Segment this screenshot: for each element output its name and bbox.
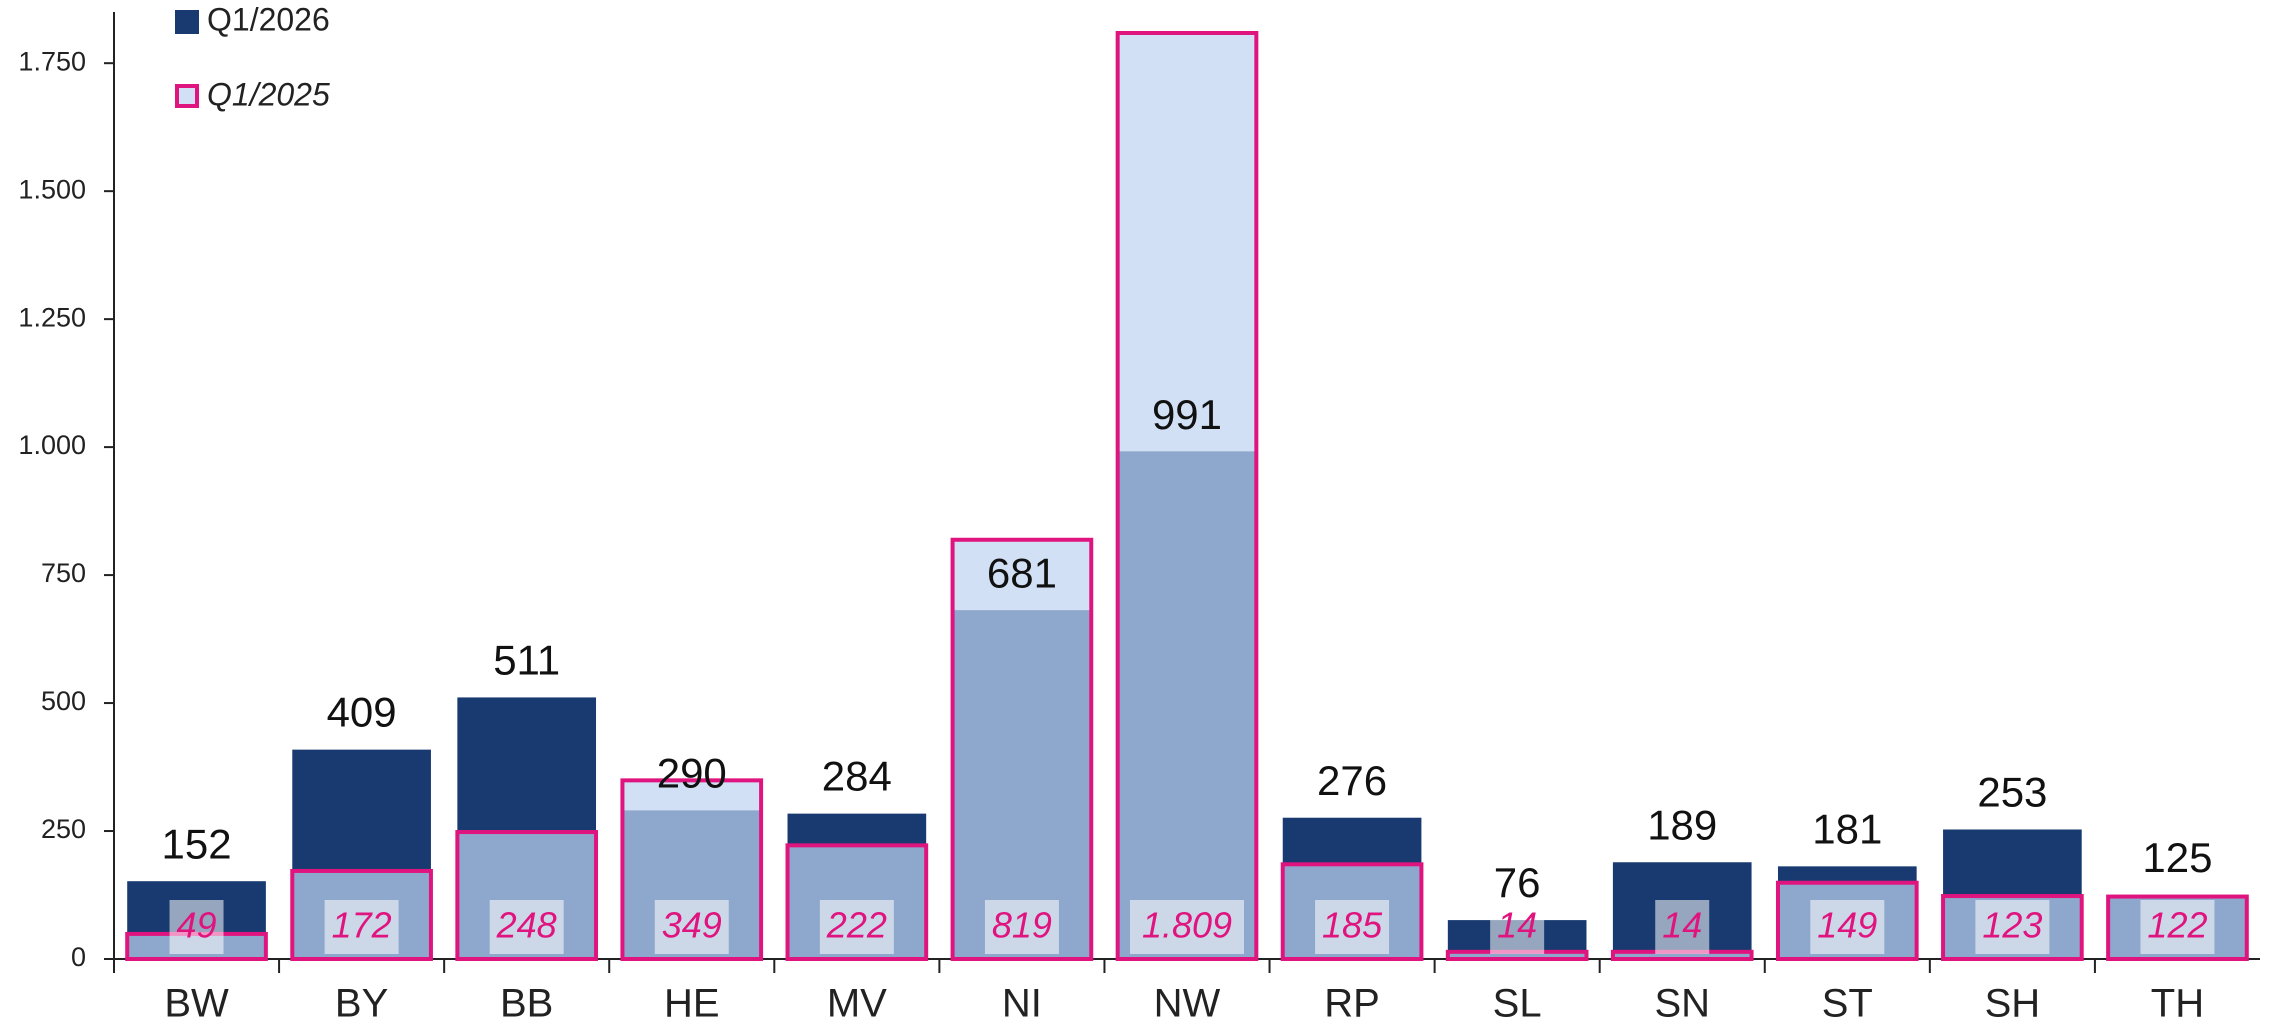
value-label-q1-2026: 125 — [2142, 834, 2212, 881]
value-label-box — [984, 900, 1059, 954]
bar-outline-q1-2025 — [1775, 880, 1919, 961]
y-tick-label: 1.750 — [18, 46, 86, 76]
value-label-q1-2025: 49 — [177, 905, 217, 946]
bar-outline-q1-2025 — [1115, 30, 1259, 962]
value-label-q1-2025: 1.809 — [1142, 905, 1232, 946]
x-tick-label: BY — [335, 982, 388, 1026]
value-label-box — [1810, 900, 1885, 954]
value-label-q1-2026: 681 — [987, 549, 1057, 596]
bar-outline-q1-2025 — [1280, 862, 1424, 961]
x-tick-label: RP — [1324, 982, 1380, 1026]
value-label-q1-2025: 819 — [992, 905, 1052, 946]
value-label-q1-2025: 172 — [332, 905, 392, 946]
value-label-box — [1130, 900, 1244, 954]
value-label-q1-2026: 76 — [1494, 859, 1541, 906]
bar-outline-q1-2025 — [785, 843, 929, 961]
value-label-box — [1975, 900, 2050, 954]
bar-outline-q1-2025 — [455, 830, 599, 961]
value-label-box — [819, 900, 894, 954]
y-tick-label: 1.250 — [18, 302, 86, 332]
legend-label: Q1/2025 — [207, 76, 330, 112]
y-tick-label: 1.500 — [18, 174, 86, 204]
x-tick-label: NW — [1154, 982, 1221, 1026]
value-label-q1-2026: 181 — [1812, 805, 1882, 852]
value-label-box — [1315, 900, 1390, 954]
bar-outline-q1-2025 — [290, 868, 433, 961]
bar-outline-q1-2025 — [1941, 894, 2084, 961]
x-tick-label: ST — [1822, 982, 1873, 1026]
value-label-q1-2025: 248 — [496, 905, 557, 946]
value-label-q1-2026: 511 — [493, 637, 560, 684]
value-label-q1-2025: 185 — [1322, 905, 1383, 946]
legend-label: Q1/2026 — [207, 1, 330, 37]
x-tick-label: SN — [1654, 982, 1710, 1026]
value-label-q1-2025: 14 — [1497, 905, 1537, 946]
value-label-q1-2026: 284 — [822, 753, 892, 800]
y-tick-label: 250 — [41, 814, 86, 844]
value-label-q1-2026: 276 — [1317, 757, 1387, 804]
y-tick-label: 500 — [41, 686, 86, 716]
x-tick-label: SL — [1493, 982, 1542, 1026]
x-tick-label: BB — [500, 982, 553, 1026]
legend-swatch — [175, 10, 199, 34]
bar-outline-q1-2025 — [620, 778, 764, 961]
value-label-box — [1655, 900, 1710, 954]
value-label-q1-2025: 149 — [1817, 905, 1877, 946]
bar-outline-q1-2025 — [950, 537, 1094, 962]
value-label-q1-2026: 152 — [161, 820, 231, 867]
value-label-box — [2140, 900, 2215, 954]
value-label-q1-2025: 123 — [1982, 905, 2042, 946]
bar-overlap — [1612, 951, 1752, 959]
y-tick-label: 1.000 — [18, 430, 86, 460]
bar-overlap — [1117, 451, 1257, 959]
x-tick-label: MV — [827, 982, 887, 1026]
value-label-q1-2026: 189 — [1647, 801, 1717, 848]
value-label-box — [489, 900, 564, 954]
legend-swatch — [175, 84, 199, 108]
x-tick-label: NI — [1002, 982, 1042, 1026]
value-label-box — [324, 900, 399, 954]
y-tick-label: 750 — [41, 558, 86, 588]
x-tick-label: TH — [2151, 982, 2204, 1026]
x-tick-label: BW — [164, 982, 229, 1026]
value-label-q1-2026: 409 — [327, 689, 397, 736]
value-label-box — [654, 900, 729, 954]
value-label-q1-2026: 991 — [1152, 391, 1222, 438]
x-tick-label: SH — [1985, 982, 2041, 1026]
value-label-q1-2026: 290 — [657, 750, 727, 797]
value-label-q1-2025: 222 — [826, 905, 887, 946]
value-label-q1-2025: 122 — [2147, 905, 2207, 946]
value-label-box — [1490, 900, 1545, 954]
x-tick-label: HE — [664, 982, 720, 1026]
value-label-box — [169, 900, 224, 954]
bar-overlap — [1447, 951, 1587, 959]
value-label-q1-2025: 349 — [662, 905, 722, 946]
y-tick-label: 0 — [71, 942, 86, 972]
bar-outline-q1-2025 — [2106, 894, 2249, 962]
value-label-q1-2025: 14 — [1662, 905, 1702, 946]
value-label-q1-2026: 253 — [1977, 769, 2047, 816]
